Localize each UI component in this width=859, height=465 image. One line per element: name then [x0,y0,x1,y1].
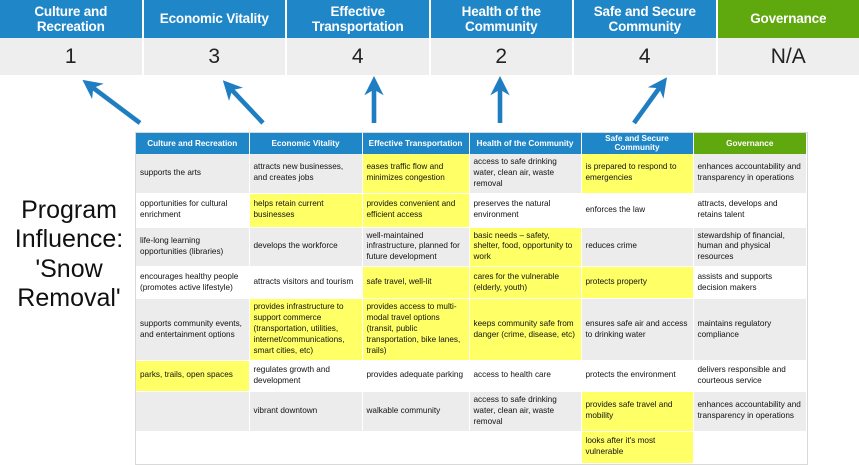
matrix-cell: opportunities for cultural enrichment [136,193,250,228]
arrow-up-icon-5 [632,77,668,125]
matrix-cell: access to safe drinking water, clean air… [469,153,582,194]
matrix-cell-empty [136,391,250,432]
matrix-body: supports the arts attracts new businesses… [136,153,807,464]
matrix-header-row: Culture and Recreation Economic Vitality… [136,133,806,154]
matrix-row: vibrant downtown walkable community access… [136,391,807,432]
matrix-cell: vibrant downtown [249,391,363,432]
matrix-cell-empty [469,431,582,464]
matrix-row: supports community events, and entertain… [136,298,807,361]
matrix-cell: provides safe travel and mobility [581,391,694,432]
scorecard-header-safe-and-secure-community[interactable]: Safe and Secure Community [574,0,718,38]
matrix-cell-empty [693,431,807,464]
matrix-cell: helps retain current businesses [249,193,363,228]
matrix-cell: cares for the vulnerable (elderly, youth… [469,266,582,300]
program-influence-caption: Program Influence: 'Snow Removal' [6,196,132,313]
matrix-cell: encourages healthy people (promotes acti… [136,266,250,300]
matrix-cell: safe travel, well-lit [362,266,470,300]
scorecard-value-effective-transportation: 4 [287,38,431,75]
matrix-cell: looks after it's most vulnerable [581,431,694,464]
matrix-header-safe-and-secure-community[interactable]: Safe and Secure Community [581,133,694,154]
matrix-cell: well-maintained infrastructure, planned … [362,227,470,268]
matrix-cell: preserves the natural environment [469,193,582,228]
matrix-cell: enhances accountability and transparency… [693,153,807,194]
matrix-cell: life-long learning opportunities (librar… [136,227,250,268]
matrix-row: looks after it's most vulnerable [136,431,807,464]
scorecard-value-safe-and-secure-community: 4 [574,38,718,75]
matrix-cell: attracts, develops and retains talent [693,193,807,228]
matrix-cell: eases traffic flow and minimizes congest… [362,153,470,194]
matrix-cell: basic needs – safety, shelter, food, opp… [469,227,582,268]
matrix-cell: maintains regulatory compliance [693,298,807,361]
matrix-header-culture-and-recreation[interactable]: Culture and Recreation [136,133,250,154]
scorecard-value-row: 1 3 4 2 4 N/A [0,38,859,75]
matrix-row: life-long learning opportunities (librar… [136,227,807,268]
matrix-cell: keeps community safe from danger (crime,… [469,298,582,361]
matrix-row: opportunities for cultural enrichment hel… [136,193,807,228]
matrix-cell: provides adequate parking [362,360,470,392]
scorecard-value-health-of-the-community: 2 [431,38,574,75]
matrix-cell: ensures safe air and access to drinking … [581,298,694,361]
scorecard-header-culture-and-recreation[interactable]: Culture and Recreation [0,0,144,38]
caption-line-3: 'Snow [35,254,103,283]
matrix-cell-empty [249,431,363,464]
matrix-header-economic-vitality[interactable]: Economic Vitality [249,133,363,154]
scorecard-header-health-of-the-community[interactable]: Health of the Community [430,0,574,38]
matrix-row: encourages healthy people (promotes acti… [136,266,807,300]
matrix-cell: walkable community [362,391,470,432]
matrix-cell: develops the workforce [249,227,363,268]
matrix-cell: access to safe drinking water, clean air… [469,391,582,432]
scorecard-header-economic-vitality[interactable]: Economic Vitality [143,0,287,38]
matrix-row: parks, trails, open spaces regulates grow… [136,360,807,392]
matrix-cell-empty [362,431,470,464]
scorecard-value-governance: N/A [770,44,806,68]
matrix-cell: attracts visitors and tourism [249,266,363,300]
matrix-cell: parks, trails, open spaces [136,360,250,392]
matrix-cell: is prepared to respond to emergencies [581,153,694,194]
matrix-cell: supports the arts [136,153,250,194]
matrix-header-governance[interactable]: Governance [693,133,806,154]
matrix-cell: protects the environment [581,360,694,392]
matrix-cell: provides access to multi-modal travel op… [362,298,470,361]
caption-line-1: Program [21,196,117,224]
scorecard-header-label: Effective Transportation [311,3,404,34]
scorecard-header-label: Culture and Recreation [34,3,108,34]
matrix-cell: stewardship of financial, human and phys… [693,227,807,268]
scorecard-header-governance[interactable]: Governance [717,0,859,38]
matrix-cell: provides infrastructure to support comme… [249,298,363,361]
matrix-cell: delivers responsible and courteous servi… [693,360,807,392]
matrix-cell: regulates growth and development [249,360,363,392]
matrix-cell: attracts new businesses, and creates job… [249,153,363,194]
scorecard-strip: Culture and Recreation Economic Vitality… [0,0,859,75]
caption-line-2: Influence: [14,225,124,254]
influence-matrix-table: Culture and Recreation Economic Vitality… [136,133,807,464]
scorecard-header-label: Economic Vitality [159,11,269,27]
matrix-header-effective-transportation[interactable]: Effective Transportation [362,133,470,154]
scorecard-header-row: Culture and Recreation Economic Vitality… [0,0,859,38]
scorecard-header-label: Governance [750,11,827,27]
matrix-cell: access to health care [469,360,582,392]
matrix-cell: enhances accountability and transparency… [693,391,807,432]
matrix-cell: supports community events, and entertain… [136,298,250,361]
scorecard-header-label: Health of the Community [461,3,541,34]
scorecard-header-label: Safe and Secure Community [593,3,696,34]
arrow-up-icon-2 [222,80,265,125]
matrix-cell: provides convenient and efficient access [362,193,470,228]
matrix-header-health-of-the-community[interactable]: Health of the Community [469,133,582,154]
scorecard-header-effective-transportation[interactable]: Effective Transportation [287,0,431,38]
matrix-cell: reduces crime [581,227,694,268]
scorecard-value-culture-and-recreation: 1 [0,38,144,75]
matrix-cell-empty [136,431,250,464]
arrow-up-icon-1 [82,79,142,125]
matrix-cell: enforces the law [581,193,694,228]
arrow-group [82,76,668,125]
matrix-cell: protects property [581,266,694,300]
caption-line-4: Removal' [17,283,121,312]
matrix-cell: assists and supports decision makers [693,266,807,300]
scorecard-value-economic-vitality: 3 [144,38,287,75]
matrix-row: supports the arts attracts new businesses… [136,153,807,194]
